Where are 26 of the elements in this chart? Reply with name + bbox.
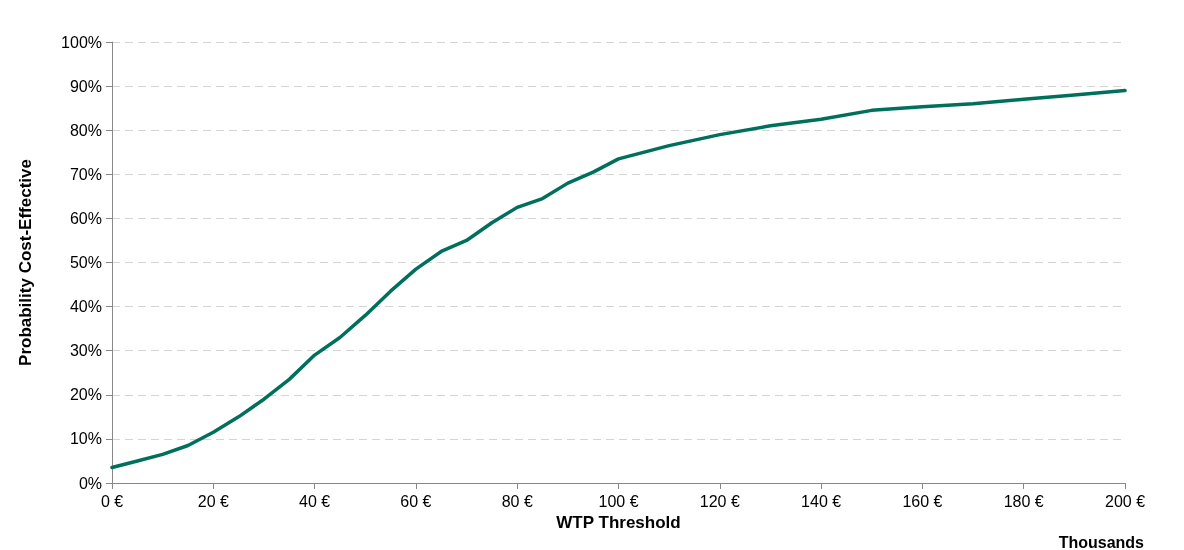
y-tick-label: 50% — [69, 254, 102, 271]
y-tick-label: 0% — [78, 474, 102, 492]
x-tick-label: 100 € — [598, 492, 639, 510]
x-tick-label: 120 € — [699, 492, 740, 510]
x-tick-label: 0 € — [100, 492, 124, 510]
y-tick-label: 80% — [69, 121, 102, 139]
x-tick-label: 60 € — [400, 492, 432, 510]
x-tick-label: 200 € — [1104, 492, 1146, 510]
text: Thousands — [1058, 533, 1145, 550]
y-tick-label: 20% — [69, 386, 102, 404]
y-tick-label: 30% — [69, 342, 102, 360]
x-axis-title: WTP Threshold — [556, 512, 681, 532]
y-tick-label: 70% — [69, 165, 102, 183]
y-axis-title: Probability Cost-Effective — [16, 159, 35, 366]
x-tick-label: 140 € — [801, 492, 842, 510]
x-tick-label: 40 € — [299, 492, 331, 510]
y-tick-label: 40% — [69, 298, 102, 316]
x-tick-label: 160 € — [902, 492, 943, 510]
y-tick-label: 100% — [61, 33, 102, 51]
x-tick-label: 80 € — [501, 492, 533, 510]
y-tick-label: 60% — [69, 209, 102, 227]
y-tick-label: 90% — [69, 77, 102, 95]
x-tick-label: 20 € — [197, 492, 229, 510]
y-tick-label: 10% — [69, 430, 102, 448]
x-tick-label: 180 € — [1003, 492, 1044, 510]
line-series — [110, 88, 1127, 470]
